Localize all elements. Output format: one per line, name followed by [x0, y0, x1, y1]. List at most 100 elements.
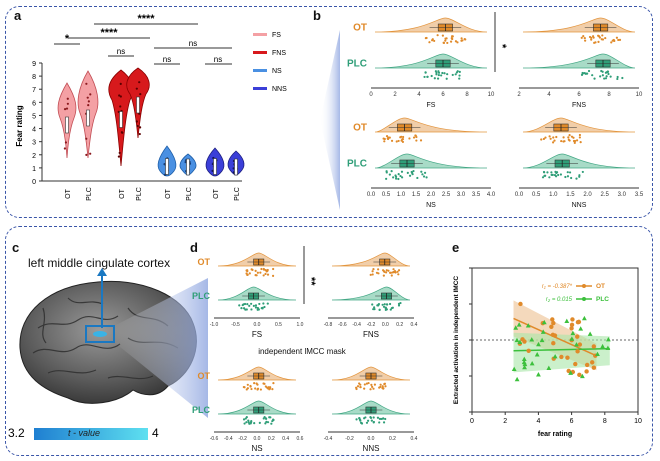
subplot-tick-label: 0.2 — [396, 322, 403, 328]
a-data-point — [119, 95, 122, 98]
panel-e-scatter-chart: 0 2 4 6 8 10 fear rating Extracted activation i… — [453, 267, 642, 438]
subplot-tick-label: -0.2 — [238, 436, 247, 442]
raincloud-point — [377, 268, 380, 271]
density-cloud — [331, 252, 411, 267]
a-y-ticks: 0 1 2 3 4 5 6 7 8 9 — [32, 61, 42, 186]
group-label-plc: PLC — [192, 405, 211, 415]
raincloud-point — [617, 38, 620, 42]
raincloud-point — [270, 422, 273, 425]
a-xtick-label: PLC — [136, 187, 143, 201]
ot-point — [575, 349, 580, 354]
subplot-tick-label: 3.5 — [635, 192, 644, 198]
raincloud-point — [557, 173, 560, 177]
a-box — [136, 96, 140, 114]
raincloud-point — [262, 302, 265, 305]
raincloud-point — [460, 37, 463, 40]
raincloud-point — [266, 268, 269, 272]
raincloud-point — [546, 171, 549, 174]
raincloud-point — [355, 418, 358, 421]
raincloud-point — [544, 136, 547, 139]
raincloud-point — [392, 176, 395, 179]
raincloud-point — [573, 141, 576, 144]
raincloud-subplot-ns: OT PLC 0.0 0.5 1.0 1.5 2.0 2.5 3.0 3.5 4.0 NS — [347, 117, 496, 209]
raincloud-point — [269, 386, 272, 389]
ot-point — [526, 348, 531, 353]
subplot-tick-label: 1.5 — [566, 192, 575, 198]
raincloud-point — [258, 302, 261, 306]
raincloud-point — [568, 134, 571, 137]
plc-point — [552, 354, 558, 359]
significance-brackets — [54, 23, 232, 65]
raincloud-point — [616, 75, 619, 79]
a-ytick-label: 1 — [32, 166, 36, 173]
ot-point — [518, 301, 523, 307]
ot-point — [577, 342, 583, 347]
raincloud-point — [440, 74, 443, 77]
a-ytick-label: 9 — [32, 61, 36, 68]
raincloud-point — [456, 70, 459, 73]
raincloud-point — [605, 71, 609, 74]
raincloud-point — [433, 39, 436, 43]
raincloud-point — [246, 387, 249, 390]
subplot-x-label: NNS — [572, 202, 587, 209]
a-legend-label: NS — [272, 68, 282, 75]
density-cloud — [374, 153, 488, 169]
ot-point — [551, 340, 556, 346]
raincloud-point — [591, 74, 594, 77]
plc-point — [541, 319, 547, 325]
a-data-point — [66, 97, 69, 100]
raincloud-point — [399, 174, 402, 178]
e-xtick-label: 6 — [570, 418, 574, 425]
raincloud-point — [242, 307, 246, 310]
plc-point — [578, 326, 584, 331]
ot-point — [591, 344, 597, 349]
subplot-tick-label: -0.4 — [224, 436, 233, 442]
raincloud-point — [391, 271, 394, 274]
subplot-tick-label: 0.5 — [532, 192, 541, 198]
ot-point — [569, 322, 575, 328]
raincloud-point — [393, 270, 396, 274]
raincloud-point — [408, 174, 412, 177]
raincloud-point — [445, 77, 448, 80]
subplot-tick-label: 0.0 — [254, 436, 261, 442]
raincloud-point — [358, 417, 361, 420]
group-label-ot: OT — [353, 23, 367, 34]
raincloud-point — [423, 75, 426, 79]
a-box — [234, 158, 238, 176]
a-data-point — [117, 155, 120, 158]
raincloud-point — [396, 270, 399, 273]
plc-point — [521, 359, 527, 365]
subplot-tick-label: 0.0 — [367, 192, 376, 198]
subplot-tick-label: 0.0 — [254, 322, 261, 328]
raincloud-point — [578, 133, 581, 137]
raincloud-point — [242, 385, 245, 389]
group-label-ot: OT — [198, 257, 211, 267]
raincloud-point — [246, 269, 249, 272]
raincloud-point — [355, 387, 358, 391]
raincloud-point — [271, 419, 274, 423]
a-legend-label: FNS — [272, 50, 286, 57]
a-data-point — [85, 82, 88, 85]
raincloud-point — [359, 386, 362, 389]
a-data-point — [63, 147, 66, 150]
raincloud-point — [385, 170, 388, 173]
raincloud-point — [363, 383, 366, 386]
subplot-tick-label: 4 — [547, 92, 551, 98]
a-data-point — [138, 132, 141, 136]
raincloud-point — [260, 267, 263, 271]
raincloud-point — [584, 39, 587, 42]
a-data-point — [65, 107, 69, 110]
subplot-tick-label: 1.5 — [412, 192, 421, 198]
raincloud-point — [259, 388, 262, 391]
subplot-x-label: NS — [251, 444, 262, 453]
ot-point — [570, 317, 575, 322]
raincloud-subplot-nns: -0.4 -0.2 0.0 0.2 0.4 NNS — [324, 366, 418, 453]
a-box — [65, 116, 69, 134]
density-cloud — [374, 17, 488, 33]
raincloud-point — [583, 37, 586, 40]
e-legend-stat: r₁ = -0.387* — [542, 284, 573, 290]
raincloud-point — [604, 36, 607, 40]
raincloud-point — [252, 304, 255, 307]
raincloud-point — [394, 174, 397, 177]
raincloud-point — [567, 138, 570, 141]
